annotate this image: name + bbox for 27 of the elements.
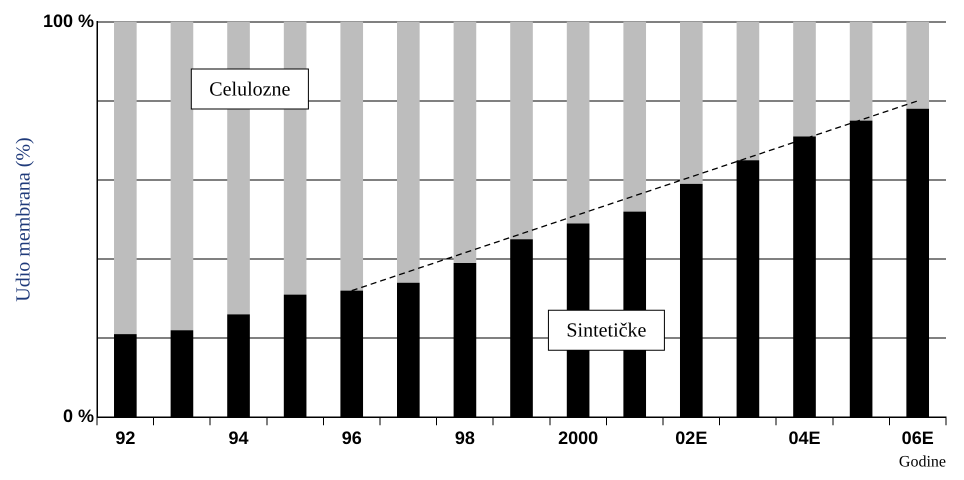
bar: [566, 22, 590, 224]
x-axis-title: Godine: [898, 454, 946, 471]
series-label: Celulozne: [209, 78, 291, 100]
bar: [680, 22, 703, 184]
x-tick-label: 92: [115, 428, 136, 448]
bar: [397, 22, 420, 283]
bar: [736, 22, 760, 160]
y-tick-label: 0 %: [63, 406, 94, 426]
x-tick-label: 94: [228, 428, 249, 448]
x-tick-label: 96: [342, 428, 362, 448]
bar: [906, 22, 930, 109]
x-tick-label: 98: [454, 428, 475, 448]
bar: [623, 22, 646, 212]
x-tick-label: 06E: [902, 428, 934, 448]
bar: [340, 22, 364, 291]
x-tick-label: 02E: [675, 428, 708, 448]
bar: [454, 22, 476, 263]
bar: [114, 22, 137, 334]
bar: [170, 22, 194, 330]
x-tick-label: 04E: [788, 428, 821, 448]
bar: [510, 22, 533, 240]
y-axis-title: Udio membrana (%): [12, 137, 34, 302]
x-tick-label: 2000: [558, 428, 598, 448]
bar: [793, 22, 816, 136]
bar: [850, 22, 872, 121]
y-tick-label: 100 %: [42, 10, 94, 31]
series-label: Sintetičke: [566, 319, 647, 342]
